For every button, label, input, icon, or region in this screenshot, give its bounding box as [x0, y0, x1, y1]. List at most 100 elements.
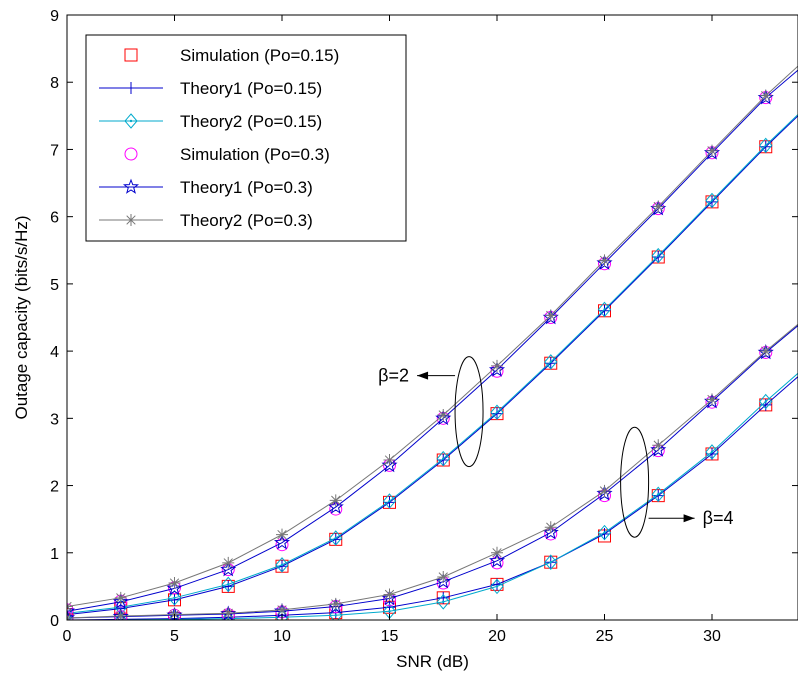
data-point-theory1-po-0-15-beta2-8 [491, 407, 503, 420]
data-point-theory1-po-0-3-beta2-2 [166, 579, 183, 596]
data-point-theory2-po-0-3-beta2-13 [759, 89, 772, 102]
legend-item-simulation-po-0-3: Simulation (Po=0.3) [124, 145, 330, 164]
data-point-theory2-po-0-3-beta4-4 [276, 603, 288, 616]
annotation-label: β=2 [378, 366, 409, 386]
annotation-beta4: β=4 [620, 426, 733, 538]
series-theory2-po-0-15-beta4 [67, 372, 798, 620]
data-point-theory1-po-0-15-beta2-6 [383, 496, 396, 509]
data-point-theory2-po-0-3-beta4-12 [706, 393, 718, 406]
data-point-theory1-po-0-3-beta2-8 [488, 361, 506, 377]
data-point-theory1-po-0-15-beta2-9 [544, 357, 557, 370]
data-point-theory2-po-0-15-beta4-11 [651, 486, 665, 503]
y-tick-label: 6 [50, 210, 59, 227]
data-point-theory2-po-0-3-beta4-5 [329, 597, 342, 610]
data-point-theory2-po-0-3-beta4-3 [222, 607, 235, 620]
data-point-theory2-po-0-15-beta4-8 [490, 578, 504, 595]
y-axis-title: Outage capacity (bits/s/Hz) [12, 215, 31, 419]
legend-item-simulation-po-0-15: Simulation (Po=0.15) [124, 46, 339, 65]
data-point-theory2-po-0-3-beta4-1 [114, 609, 127, 620]
x-tick-label: 15 [381, 628, 399, 645]
data-point-theory1-po-0-15-beta2-13 [759, 140, 772, 153]
data-point-theory1-po-0-15-beta4-10 [598, 527, 611, 540]
data-point-theory2-po-0-15-beta4-10 [597, 524, 612, 541]
y-tick-label: 0 [50, 613, 59, 630]
data-point-theory2-po-0-3-beta4-11 [652, 439, 665, 452]
legend-label: Simulation (Po=0.15) [180, 46, 339, 65]
annotation-ellipse [454, 356, 484, 468]
data-point-theory2-po-0-3-beta2-12 [706, 144, 718, 157]
data-point-theory2-po-0-3-beta2-2 [168, 577, 181, 590]
data-point-theory1-po-0-15-beta4-11 [652, 489, 665, 502]
data-point-theory1-po-0-15-beta2-11 [652, 251, 665, 263]
legend-label: Simulation (Po=0.3) [180, 145, 330, 164]
data-point-theory2-po-0-15-beta2-10 [597, 301, 612, 318]
data-point-theory2-po-0-15-beta4-13 [759, 393, 773, 410]
y-tick-label: 4 [50, 344, 59, 361]
legend-label: Theory2 (Po=0.15) [180, 112, 322, 131]
data-point-theory2-po-0-3-beta2-10 [598, 254, 611, 267]
y-tick-label: 5 [50, 277, 59, 294]
legend-label: Theory1 (Po=0.3) [180, 178, 313, 197]
legend-item-theory1-po-0-15: Theory1 (Po=0.15) [99, 79, 322, 98]
data-point-theory1-po-0-3-beta4-11 [650, 441, 667, 457]
data-point-theory2-po-0-15-beta2-12 [705, 192, 719, 209]
data-point-theory2-po-0-3-beta4-8 [491, 546, 503, 559]
data-point-theory1-po-0-15-beta2-7 [437, 454, 450, 467]
data-point-theory2-po-0-15-beta2-11 [651, 247, 665, 264]
plot-area [67, 65, 798, 620]
data-point-theory1-po-0-3-beta4-8 [488, 552, 506, 568]
data-point-theory2-po-0-15-beta4-12 [705, 444, 719, 460]
y-tick-label: 2 [50, 479, 59, 496]
x-tick-label: 5 [170, 628, 179, 645]
data-point-theory2-po-0-3-beta2-8 [491, 359, 503, 372]
data-point-theory1-po-0-3-beta4-0 [67, 609, 76, 620]
data-point-theory1-po-0-15-beta2-5 [329, 533, 342, 546]
data-point-theory2-po-0-3-beta2-5 [329, 494, 342, 507]
series-theory2-po-0-15-beta2 [67, 114, 798, 620]
legend: Simulation (Po=0.15) Theory1 (Po=0.15) The… [85, 34, 407, 242]
data-point-theory1-po-0-15-beta2-12 [706, 195, 718, 208]
data-point-theory1-po-0-3-beta2-7 [435, 409, 452, 426]
data-point-theory2-po-0-15-beta2-2 [167, 590, 182, 606]
y-tick-label: 8 [50, 75, 59, 92]
y-tick-label: 3 [50, 411, 59, 428]
annotation-arrow-head [417, 371, 429, 380]
y-tick-label: 1 [50, 546, 59, 563]
data-point-theory1-po-0-3-beta4-6 [381, 590, 398, 606]
data-point-theory2-po-0-3-beta4-10 [598, 484, 611, 497]
legend-item-theory2-po-0-3: Theory2 (Po=0.3) [99, 211, 313, 230]
legend-item-theory2-po-0-15: Theory2 (Po=0.15) [99, 112, 322, 131]
legend-marker [122, 178, 140, 194]
data-point-theory2-po-0-3-beta2-3 [222, 556, 235, 569]
x-tick-label: 20 [488, 628, 506, 645]
annotation-beta2: β=2 [378, 356, 484, 468]
data-point-theory2-po-0-3-beta4-6 [383, 588, 396, 601]
x-tick-label: 0 [63, 628, 72, 645]
annotation-arrow-head [683, 514, 695, 523]
data-point-theory2-po-0-3-beta2-11 [652, 200, 665, 213]
data-point-theory2-po-0-3-beta4-13 [759, 345, 772, 358]
data-point-theory1-po-0-3-beta4-9 [542, 524, 559, 540]
data-point-theory2-po-0-3-beta4-7 [437, 570, 450, 583]
annotation-ellipse [620, 426, 650, 538]
data-point-theory2-po-0-15-beta2-7 [436, 450, 450, 467]
data-point-theory2-po-0-3-beta2-7 [437, 408, 450, 421]
data-point-theory2-po-0-15-beta2-3 [221, 576, 235, 593]
data-point-theory2-po-0-15-beta2-8 [490, 404, 504, 421]
legend-marker [124, 113, 138, 129]
data-point-theory2-po-0-15-beta2-9 [544, 354, 558, 370]
y-tick-label: 7 [50, 142, 59, 159]
legend-marker [125, 82, 137, 94]
data-point-theory2-po-0-15-beta2-5 [329, 530, 343, 546]
legend-label: Theory1 (Po=0.15) [180, 79, 322, 98]
annotation-layer: β=2 β=4 [378, 356, 733, 538]
series-theory2-po-0-3-beta2 [67, 65, 798, 613]
x-tick-label: 25 [596, 628, 614, 645]
data-point-theory2-po-0-3-beta2-9 [544, 309, 557, 322]
data-point-theory2-po-0-15-beta2-6 [382, 493, 397, 509]
data-point-theory1-po-0-3-beta4-7 [435, 573, 452, 589]
data-point-theory1-po-0-3-beta2-0 [67, 602, 76, 619]
x-tick-label: 10 [273, 628, 291, 645]
legend-marker [124, 48, 138, 62]
